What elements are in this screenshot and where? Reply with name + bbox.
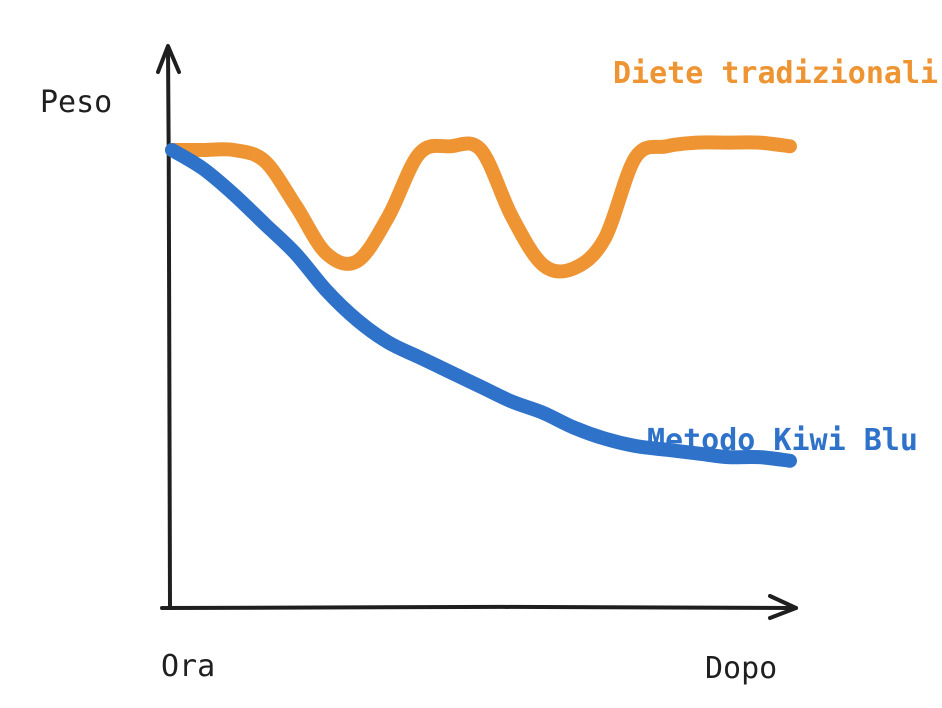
y-axis bbox=[168, 48, 170, 608]
axes bbox=[158, 46, 796, 618]
y-axis-label: Peso bbox=[40, 85, 112, 120]
traditional-diets-line bbox=[172, 142, 790, 271]
x-axis bbox=[162, 607, 796, 608]
series-label-kiwi-method: Metodo Kiwi Blu bbox=[647, 423, 918, 458]
kiwi-blu-method-line bbox=[172, 150, 790, 461]
weight-comparison-chart: Peso Ora Dopo Diete tradizionali Metodo … bbox=[0, 0, 942, 708]
x-tick-label-start: Ora bbox=[161, 649, 215, 684]
x-tick-label-end: Dopo bbox=[705, 651, 777, 686]
series-layer bbox=[172, 142, 790, 460]
series-label-traditional-diets: Diete tradizionali bbox=[613, 56, 938, 91]
chart-canvas: Peso Ora Dopo Diete tradizionali Metodo … bbox=[0, 0, 942, 708]
